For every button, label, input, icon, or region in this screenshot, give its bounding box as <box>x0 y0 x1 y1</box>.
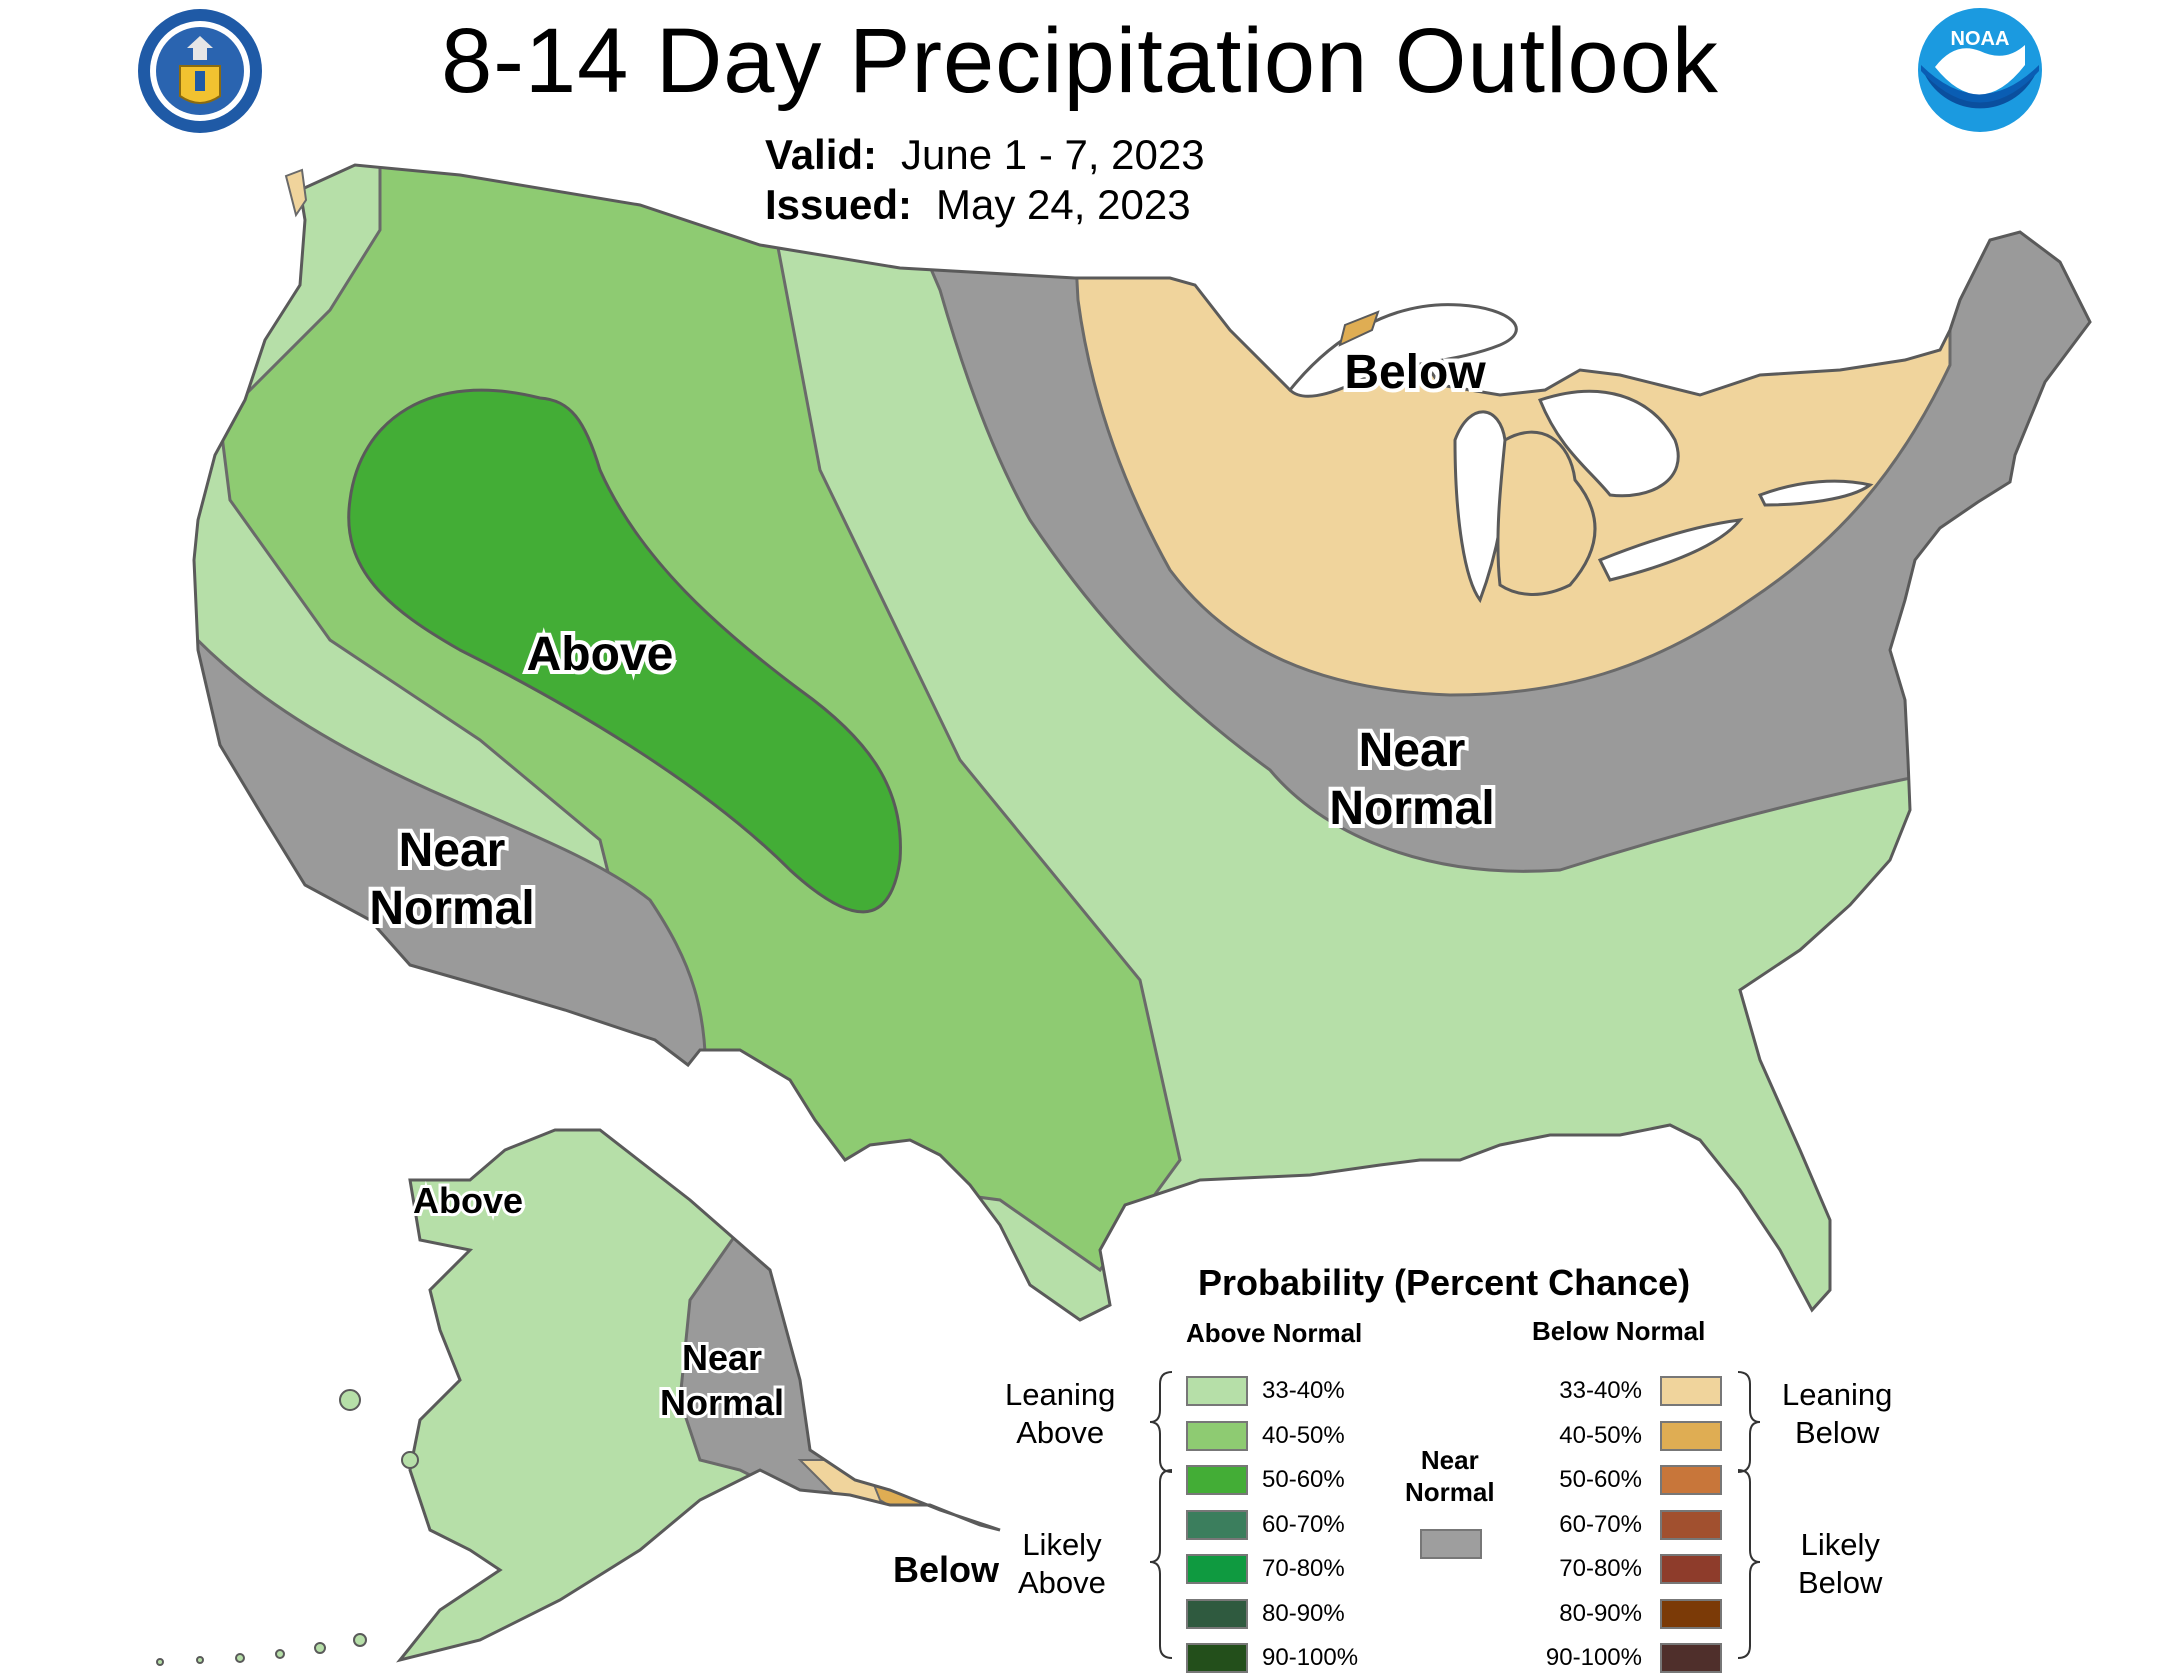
label-above-west: Above <box>527 628 674 681</box>
issued-label: Issued: <box>765 181 913 228</box>
brace-likely-below <box>1737 1469 1761 1659</box>
issued-value: May 24, 2023 <box>936 181 1191 228</box>
brace-leaning-below <box>1737 1371 1761 1473</box>
zone-below-40-50-superior <box>1338 310 1380 347</box>
legend-above-swatch-6 <box>1186 1599 1248 1629</box>
noaa-logo-text: NOAA <box>1951 28 2010 50</box>
valid-value: June 1 - 7, 2023 <box>901 131 1205 178</box>
lake-erie <box>1597 518 1744 582</box>
lake-ontario <box>1757 479 1874 507</box>
legend-leaning-above: Leaning Above <box>1005 1377 1116 1450</box>
legend-above-label-4: 60-70% <box>1262 1511 1345 1538</box>
legend-below-swatch-7 <box>1660 1643 1722 1673</box>
label-alaska-below: Below <box>893 1549 1000 1590</box>
legend-below-swatch-6 <box>1660 1599 1722 1629</box>
legend-above-swatch-2 <box>1186 1421 1248 1451</box>
legend-below-label-7: 90-100% <box>1545 1644 1642 1671</box>
issued-line: Issued: May 24, 2023 <box>765 180 1191 230</box>
zone-below-washington <box>284 168 308 218</box>
legend-near-header: Near Normal <box>1405 1445 1495 1507</box>
lake-huron <box>1538 389 1680 498</box>
legend-above-label-3: 50-60% <box>1262 1466 1345 1493</box>
legend-below-swatch-2 <box>1660 1421 1722 1451</box>
aleutian-islands <box>156 1389 419 1666</box>
legend-leaning-below: Leaning Below <box>1782 1377 1893 1450</box>
legend-likely-below: Likely Below <box>1798 1527 1883 1600</box>
legend-above-label-5: 70-80% <box>1262 1555 1345 1582</box>
legend-above-swatch-4 <box>1186 1510 1248 1540</box>
legend-below-label-4: 60-70% <box>1559 1511 1642 1538</box>
label-below-lakes: Below <box>1344 346 1486 399</box>
label-alaska-near-line1: Near <box>682 1337 762 1378</box>
legend-above-header: Above Normal <box>1186 1318 1363 1348</box>
legend-above-swatch-7 <box>1186 1643 1248 1673</box>
legend-above-label-2: 40-50% <box>1262 1422 1345 1449</box>
label-near-southwest-line1: Near <box>399 824 506 877</box>
legend-title: Probability (Percent Chance) <box>1198 1262 1691 1303</box>
legend-below-swatch-3 <box>1660 1465 1722 1495</box>
legend-below-header: Below Normal <box>1532 1316 1706 1346</box>
legend-below-swatch-1 <box>1660 1376 1722 1406</box>
legend-near-normal-swatch <box>1420 1529 1482 1559</box>
great-lakes <box>1287 303 1874 604</box>
legend-above-swatch-1 <box>1186 1376 1248 1406</box>
valid-label: Valid: <box>765 131 878 178</box>
alaska-below-40-50 <box>858 1448 1000 1562</box>
legend-above-label-7: 90-100% <box>1262 1644 1359 1671</box>
legend-above-label-6: 80-90% <box>1262 1600 1345 1627</box>
label-alaska-near-line2: Normal <box>660 1382 784 1423</box>
legend-above-swatch-3 <box>1186 1465 1248 1495</box>
label-near-southwest-line2: Normal <box>369 882 534 935</box>
label-alaska-above: Above <box>413 1180 523 1221</box>
page-title: 8-14 Day Precipitation Outlook <box>441 10 1719 112</box>
legend-above-label-1: 33-40% <box>1262 1377 1345 1404</box>
brace-leaning-above <box>1149 1371 1173 1473</box>
legend-below-label-5: 70-80% <box>1559 1555 1642 1582</box>
michigan-lower <box>1496 430 1597 596</box>
alaska-below-33-40 <box>797 1459 1000 1562</box>
legend-above-swatch-5 <box>1186 1554 1248 1584</box>
legend-below-label-6: 80-90% <box>1559 1600 1642 1627</box>
brace-likely-above <box>1149 1469 1173 1659</box>
label-near-east-line2: Normal <box>1329 782 1494 835</box>
noaa-logo-icon: NOAA <box>1918 8 2042 132</box>
label-near-east-line1: Near <box>1359 724 1466 777</box>
valid-line: Valid: June 1 - 7, 2023 <box>765 130 1205 180</box>
legend-below-label-1: 33-40% <box>1559 1377 1642 1404</box>
legend-below-label-2: 40-50% <box>1559 1422 1642 1449</box>
legend-below-label-3: 50-60% <box>1559 1466 1642 1493</box>
legend-braces <box>1149 1371 1761 1659</box>
zone-above-50-60 <box>347 388 902 914</box>
legend-below-swatch-5 <box>1660 1554 1722 1584</box>
legend-likely-above: Likely Above <box>1018 1527 1106 1600</box>
legend-below-swatch-4 <box>1660 1510 1722 1540</box>
doc-seal-icon <box>138 9 262 133</box>
